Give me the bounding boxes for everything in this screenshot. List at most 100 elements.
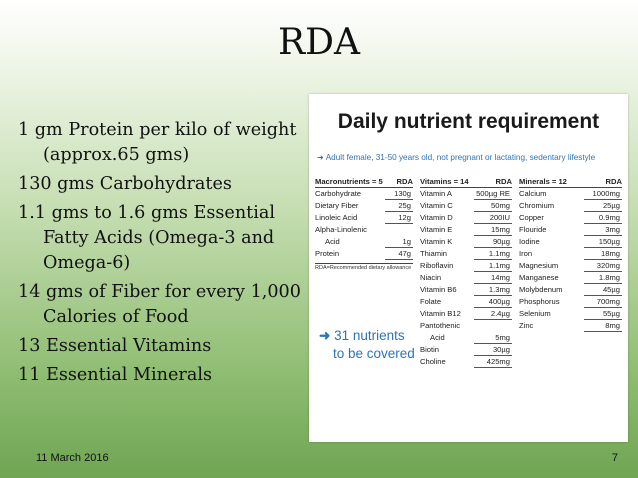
rda-value: 55µg [584, 308, 622, 320]
rda-value: 2.4µg [474, 308, 512, 320]
table-header: Macronutrients = 5 RDA [315, 176, 413, 188]
table-row: Vitamin A 500µg RE [420, 188, 512, 200]
column-header-name: Macronutrients = 5 [315, 177, 383, 186]
table-row: Manganese 1.8mg [519, 272, 622, 284]
table-row: Vitamin B12 2.4µg [420, 308, 512, 320]
nutrient-name: Selenium [519, 309, 551, 318]
rda-value: 1.3mg [474, 284, 512, 296]
rda-value: 47g [385, 248, 413, 260]
table-row: Vitamin D 200IU [420, 212, 512, 224]
nutrient-name: Calcium [519, 189, 547, 198]
bullet-item: 13 Essential Vitamins [18, 336, 212, 356]
bullet-item: 14 gms of Fiber for every 1,000 Calories… [18, 282, 301, 327]
nutrient-name: Copper [519, 213, 544, 222]
nutrient-name: Choline [420, 357, 446, 366]
table-row: Choline 425mg [420, 356, 512, 368]
slide-title: RDA [278, 22, 360, 63]
nutrient-name: Biotin [420, 345, 439, 354]
nutrient-name: Chromium [519, 201, 555, 210]
table-row: Biotin 30µg [420, 344, 512, 356]
table-row: Niacin 14mg [420, 272, 512, 284]
nutrient-name: Acid [430, 333, 445, 342]
table-row: Acid 5mg [420, 332, 512, 344]
nutrient-name: Protein [315, 249, 340, 258]
table-row: Protein 47g [315, 248, 413, 260]
callout-line: 31 nutrients [334, 328, 405, 343]
table-body: Vitamin A 500µg RE Vitamin C 50mg Vitamin D 2… [420, 188, 512, 368]
rda-value: 1g [385, 236, 413, 248]
rda-value: 425mg [474, 356, 512, 368]
table-row: Calcium 1000mg [519, 188, 622, 200]
column-header-rda: RDA [495, 177, 512, 186]
table-header: Minerals = 12 RDA [519, 176, 622, 188]
table-row: Chromium 25µg [519, 200, 622, 212]
table-row: Selenium 55µg [519, 308, 622, 320]
figure-subtitle-text: Adult female, 31-50 years old, not pregn… [325, 153, 596, 162]
bullet-item: 130 gms Carbohydrates [18, 174, 232, 194]
rda-value: 700mg [584, 296, 622, 308]
nutrient-name: Vitamin B6 [420, 285, 457, 294]
figure-title: Daily nutrient requirement [337, 110, 600, 133]
bullet-list: 1 gm Protein per kilo of weight (approx.… [18, 118, 308, 392]
rda-value: 1.8mg [584, 272, 622, 284]
rda-value: 30µg [474, 344, 512, 356]
nutrient-name: Acid [325, 237, 340, 246]
table-header: Vitamins = 14 RDA [420, 176, 512, 188]
nutrient-name: Manganese [519, 273, 559, 282]
nutrient-name: Alpha-Linolenic [315, 225, 367, 234]
bullet-item: 1 gm Protein per kilo of weight (approx.… [18, 120, 297, 165]
nutrient-name: Vitamin B12 [420, 309, 461, 318]
rda-value: 5mg [474, 332, 512, 344]
nutrient-name: Thiamin [420, 249, 448, 258]
table-row: Acid 1g [315, 236, 413, 248]
nutrients-callout: ➜ 31 nutrients to be covered [319, 327, 415, 363]
table-row: Linoleic Acid 12g [315, 212, 413, 224]
table-row: Phosphorus 700mg [519, 296, 622, 308]
rda-value: 45µg [584, 284, 622, 296]
arrow-icon: ➜ [319, 328, 335, 343]
table-row: Dietary Fiber 25g [315, 200, 413, 212]
footer-date: 11 March 2016 [36, 452, 109, 464]
table-row: Magnesium 320mg [519, 260, 622, 272]
rda-value: 15mg [474, 224, 512, 236]
column-header-rda: RDA [605, 177, 622, 186]
rda-value: 50mg [474, 200, 512, 212]
nutrient-figure: Daily nutrient requirement ➜ Adult femal… [309, 94, 628, 442]
figure-subtitle: ➜ Adult female, 31-50 years old, not pre… [317, 152, 625, 162]
table-row: Folate 400µg [420, 296, 512, 308]
nutrient-name: Vitamin A [420, 189, 452, 198]
nutrient-name: Iodine [519, 237, 540, 246]
nutrient-name: Iron [519, 249, 533, 258]
rda-value: 0.9mg [584, 212, 622, 224]
rda-value: 1.1mg [474, 248, 512, 260]
nutrient-name: Molybdenum [519, 285, 563, 294]
rda-value: 150µg [584, 236, 622, 248]
rda-value: 8mg [584, 320, 622, 332]
bullet-item: 1.1 gms to 1.6 gms Essential Fatty Acids… [18, 203, 275, 273]
nutrient-name: Vitamin E [420, 225, 453, 234]
table-row: Flouride 3mg [519, 224, 622, 236]
rda-value: 12g [385, 212, 413, 224]
nutrient-name: Vitamin K [420, 237, 453, 246]
table-row: Vitamin B6 1.3mg [420, 284, 512, 296]
page-number: 7 [611, 452, 618, 464]
nutrient-name: Phosphorus [519, 297, 560, 306]
table-row: Iron 18mg [519, 248, 622, 260]
rda-value: 320mg [584, 260, 622, 272]
table-body: Carbohydrate 130g Dietary Fiber 25g Linoleic… [315, 188, 413, 260]
rda-value: 130g [385, 188, 413, 200]
column-header-name: Vitamins = 14 [420, 177, 469, 186]
nutrient-name: Niacin [420, 273, 442, 282]
rda-value: 90µg [474, 236, 512, 248]
nutrient-name: Folate [420, 297, 442, 306]
table-row: Zinc 8mg [519, 320, 622, 332]
rda-footnote: RDA=Recommended dietary allowance [315, 263, 413, 271]
nutrient-name: Riboflavin [420, 261, 454, 270]
nutrient-name: Vitamin C [420, 201, 453, 210]
table-row: Copper 0.9mg [519, 212, 622, 224]
nutrient-name: Dietary Fiber [315, 201, 359, 210]
callout-line: to be covered [333, 346, 415, 361]
rda-value: 400µg [474, 296, 512, 308]
table-row: Vitamin E 15mg [420, 224, 512, 236]
rda-value: 18mg [584, 248, 622, 260]
